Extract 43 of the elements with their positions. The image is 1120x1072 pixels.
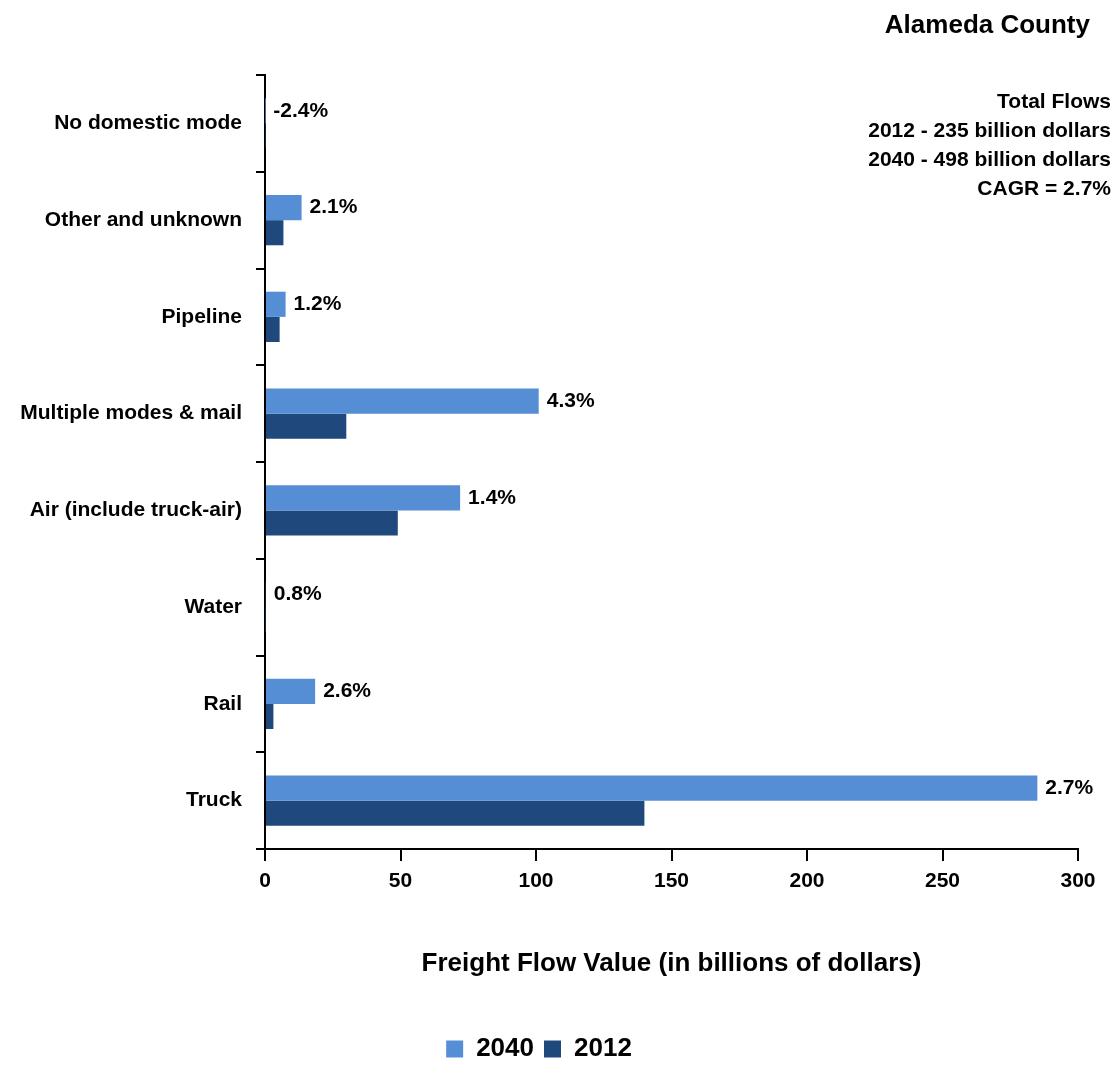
y-tick-label: Pipeline — [161, 303, 242, 327]
bar — [266, 194, 302, 221]
annotation: 4.3% — [546, 387, 595, 411]
legend-label: 2012 — [574, 1032, 632, 1063]
legend-label: 2040 — [476, 1032, 534, 1063]
bar — [266, 510, 398, 536]
bar — [266, 388, 539, 414]
annotation: 2.7% — [1045, 774, 1094, 798]
bar — [266, 703, 274, 730]
bar — [266, 775, 1038, 801]
annotation: 2.6% — [323, 678, 372, 702]
bar — [266, 485, 461, 511]
x-tick-label: 250 — [924, 868, 961, 892]
bar — [266, 291, 286, 317]
x-tick-label: 0 — [259, 868, 271, 892]
annotation: 0.8% — [273, 581, 323, 605]
y-tick-label: Air (include truck-air) — [29, 497, 242, 521]
annotation: 2.1% — [309, 194, 358, 218]
x-tick-label: 300 — [1060, 868, 1096, 892]
y-tick-label: Truck — [185, 787, 243, 811]
y-tick-label: Rail — [203, 690, 242, 714]
y-tick-label: Other and unknown — [44, 206, 242, 230]
x-tick-label: 50 — [388, 868, 413, 892]
bar — [266, 800, 645, 826]
annotation: 1.4% — [468, 484, 517, 508]
x-axis-title: Freight Flow Value (in billions of dollars) — [421, 946, 922, 977]
bar — [266, 678, 316, 704]
annotation: 1.2% — [293, 291, 342, 315]
x-tick-label: 200 — [789, 868, 825, 892]
y-tick-label: No domestic mode — [54, 110, 242, 134]
bar — [266, 316, 280, 343]
x-tick-label: 100 — [518, 868, 554, 892]
bar — [266, 413, 347, 439]
annotation: -2.4% — [273, 97, 329, 121]
annotation: CAGR = 2.7% — [976, 175, 1111, 201]
chart-title: Alameda County — [884, 9, 1090, 40]
annotation: 2040 - 498 billion dollars — [868, 146, 1111, 172]
y-tick-label: Water — [184, 593, 242, 617]
annotation: Total Flows — [996, 88, 1111, 114]
bar — [266, 220, 284, 246]
annotation: 2012 - 235 billion dollars — [868, 117, 1111, 143]
y-tick-label: Multiple modes & mail — [20, 400, 242, 424]
x-tick-label: 150 — [653, 868, 690, 892]
